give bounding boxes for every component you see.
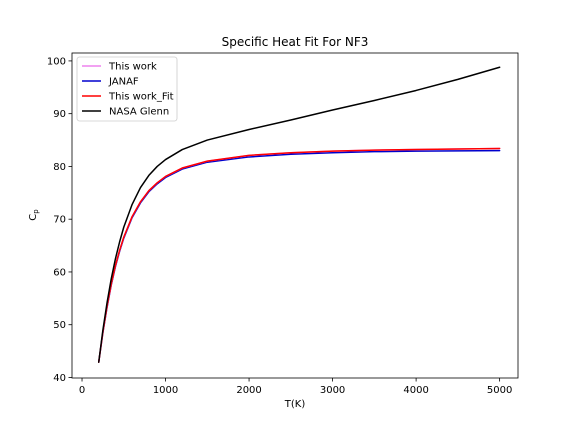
y-axis-label-subscript: p: [32, 209, 40, 214]
x-tick-label: 5000: [487, 385, 512, 396]
y-tick-label: 80: [53, 162, 66, 173]
y-tick-label: 60: [53, 267, 66, 278]
y-tick-label: 100: [47, 56, 66, 67]
x-tick-label: 1000: [153, 385, 178, 396]
legend: This work JANAF This work_Fit NASA Glenn: [77, 57, 177, 121]
y-tick-label: 90: [53, 109, 66, 120]
x-tick-label: 0: [79, 385, 85, 396]
y-tick-label: 70: [53, 215, 66, 226]
chart-title: Specific Heat Fit For NF3: [222, 35, 369, 49]
x-tick-label: 3000: [320, 385, 345, 396]
x-tick-label: 2000: [236, 385, 261, 396]
legend-label-this-work-fit: This work_Fit: [108, 92, 174, 103]
y-tick-label: 40: [53, 373, 66, 384]
y-axis-label-main: C: [28, 214, 39, 221]
legend-label-janaf: JANAF: [108, 77, 139, 88]
x-axis-label: T(K): [284, 399, 306, 410]
x-tick-label: 4000: [403, 385, 428, 396]
y-tick-label: 50: [53, 320, 66, 331]
legend-label-nasa-glenn: NASA Glenn: [109, 107, 169, 118]
legend-label-this-work: This work: [108, 62, 157, 73]
